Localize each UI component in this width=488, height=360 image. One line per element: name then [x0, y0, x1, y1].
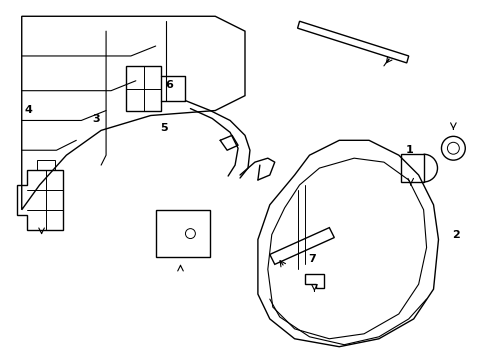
Text: 4: 4	[24, 105, 32, 115]
Text: 2: 2	[451, 230, 459, 240]
Text: 6: 6	[165, 80, 173, 90]
Text: 5: 5	[160, 123, 168, 133]
Text: 7: 7	[308, 253, 316, 264]
Text: 1: 1	[405, 145, 412, 155]
Text: 3: 3	[93, 114, 100, 124]
